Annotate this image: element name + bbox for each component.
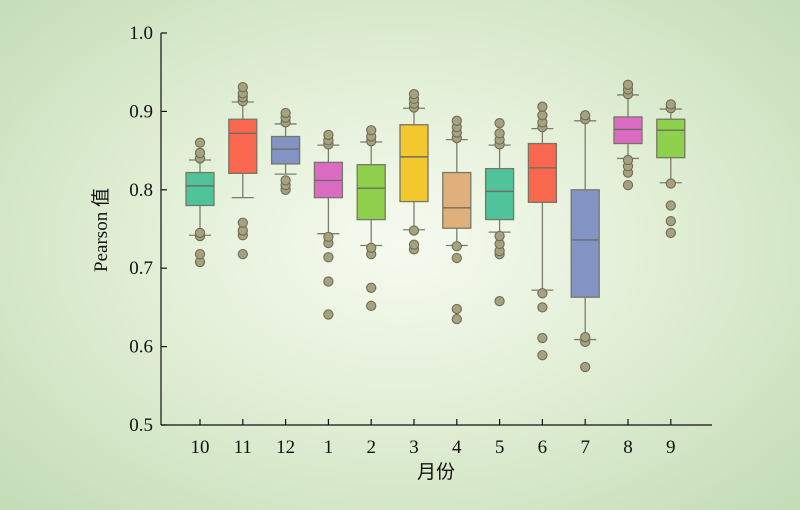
outlier-point xyxy=(580,110,591,121)
outlier-point xyxy=(366,300,377,311)
x-tick-label: 1 xyxy=(324,437,334,458)
outlier-point xyxy=(408,225,420,236)
box-body xyxy=(442,171,472,229)
outlier-point xyxy=(237,248,248,260)
box-group-3 xyxy=(399,89,429,255)
box-group-9 xyxy=(656,99,686,239)
y-tick-label: 0.8 xyxy=(129,180,153,201)
axes: 0.50.60.70.80.91.010 11 12 1 2 3 4 5 6 7 8 9 xyxy=(129,23,712,458)
plot-marks xyxy=(185,79,686,373)
outlier-point xyxy=(280,175,291,186)
outlier-point xyxy=(451,314,462,325)
y-tick-label: 0.7 xyxy=(129,258,153,279)
box-group-7 xyxy=(570,110,600,373)
outlier-point xyxy=(494,128,505,139)
outlier-point xyxy=(323,129,334,141)
outlier-point xyxy=(451,115,462,126)
x-tick-label: 12 xyxy=(276,437,295,458)
y-tick-label: 0.5 xyxy=(129,415,153,436)
y-tick-label: 0.9 xyxy=(129,101,153,122)
outlier-point xyxy=(537,101,548,112)
outlier-point xyxy=(537,110,548,121)
x-tick-label: 11 xyxy=(234,437,252,458)
outlier-point xyxy=(366,125,377,136)
outlier-point xyxy=(622,179,634,191)
box-body xyxy=(613,116,643,145)
outlier-point xyxy=(194,147,206,159)
outlier-point xyxy=(323,252,334,263)
box-body xyxy=(270,135,301,165)
outlier-point xyxy=(323,276,334,287)
y-tick-label: 1.0 xyxy=(129,23,153,44)
outlier-point xyxy=(323,309,334,320)
box-group-6 xyxy=(527,101,558,361)
outlier-point xyxy=(494,295,505,307)
outlier-point xyxy=(237,81,248,93)
x-tick-label: 7 xyxy=(580,437,590,458)
x-tick-label: 9 xyxy=(666,437,676,458)
box-body xyxy=(356,164,386,221)
outlier-point xyxy=(194,227,206,239)
box-body xyxy=(570,189,600,298)
outlier-point xyxy=(665,200,676,211)
outlier-point xyxy=(366,282,377,293)
outlier-point xyxy=(580,332,591,343)
outlier-point xyxy=(665,178,676,189)
outlier-point xyxy=(622,154,634,166)
x-tick-label: 5 xyxy=(495,437,505,458)
x-tick-label: 10 xyxy=(191,437,210,458)
box-group-1 xyxy=(313,129,344,320)
box-body xyxy=(656,118,686,159)
outlier-point xyxy=(665,227,676,239)
box-group-8 xyxy=(613,79,643,191)
box-group-11 xyxy=(228,81,258,260)
outlier-point xyxy=(537,288,548,299)
box-body xyxy=(228,118,258,174)
outlier-point xyxy=(494,118,505,129)
y-tick-label: 0.6 xyxy=(129,337,153,358)
outlier-point xyxy=(408,239,420,250)
box-body xyxy=(527,142,558,203)
outlier-point xyxy=(194,248,206,260)
box-body xyxy=(484,167,515,221)
outlier-point xyxy=(451,303,462,315)
outlier-point xyxy=(537,332,548,344)
box-group-5 xyxy=(484,118,515,307)
outlier-point xyxy=(537,302,548,313)
x-tick-label: 4 xyxy=(452,437,462,458)
box-group-12 xyxy=(270,107,301,195)
outlier-point xyxy=(494,230,505,242)
y-axis-title: Pearson 值 xyxy=(90,188,112,272)
box-body xyxy=(399,124,429,203)
x-tick-label: 2 xyxy=(366,437,376,458)
x-tick-label: 8 xyxy=(623,437,633,458)
box-group-4 xyxy=(442,115,472,325)
outlier-point xyxy=(451,252,462,264)
box-body xyxy=(185,171,215,207)
outlier-point xyxy=(323,231,334,242)
outlier-point xyxy=(665,99,676,110)
x-tick-label: 3 xyxy=(409,437,419,458)
outlier-point xyxy=(237,217,248,228)
outlier-point xyxy=(622,79,634,90)
outlier-point xyxy=(537,350,548,361)
outlier-point xyxy=(451,241,462,252)
outlier-point xyxy=(665,216,676,227)
x-tick-label: 6 xyxy=(538,437,548,458)
box-group-2 xyxy=(356,125,386,311)
box-group-10 xyxy=(185,137,215,268)
outlier-point xyxy=(408,89,420,100)
x-axis-title: 月份 xyxy=(417,461,455,483)
outlier-point xyxy=(194,137,206,148)
outlier-point xyxy=(366,242,377,253)
outlier-point xyxy=(580,361,591,373)
outlier-point xyxy=(280,107,291,119)
